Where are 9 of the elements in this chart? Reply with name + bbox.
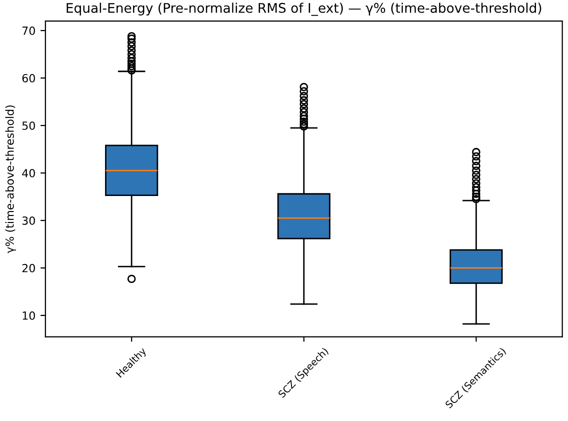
y-tick-label: 40 xyxy=(22,168,35,178)
y-tick-label: 10 xyxy=(22,311,35,320)
y-axis-title: γ% (time-above-threshold) xyxy=(5,105,16,254)
y-tick-label: 30 xyxy=(22,216,35,225)
y-tick-label: 70 xyxy=(22,26,35,35)
y-tick-label: 60 xyxy=(22,74,35,82)
y-tick-label: 20 xyxy=(22,264,35,272)
chart-title: Equal-Energy (Pre-normalize RMS of I_ext) — γ% (time-above-threshold) xyxy=(66,2,542,16)
y-tick-label: 50 xyxy=(22,121,35,130)
